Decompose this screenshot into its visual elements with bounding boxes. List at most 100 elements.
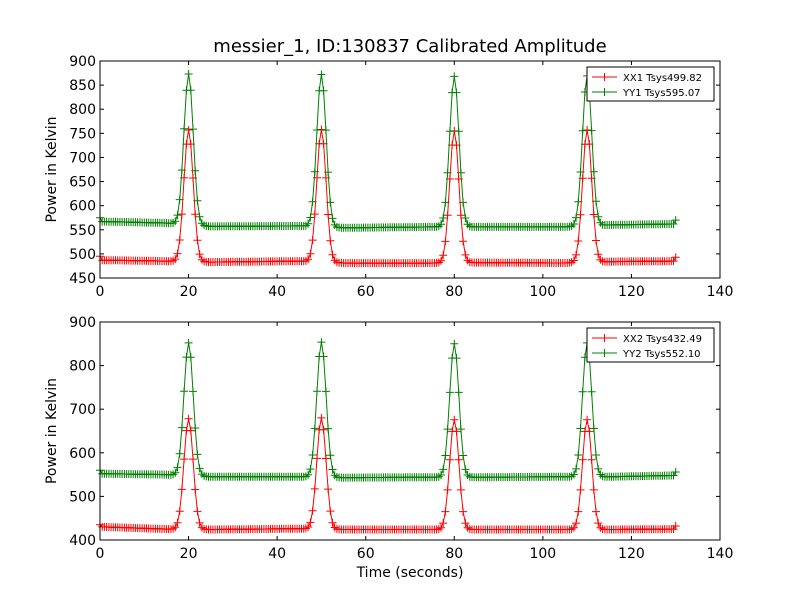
data-point-marker [452, 427, 461, 436]
series-yy-1 [96, 70, 680, 232]
data-point-marker [587, 455, 596, 464]
data-point-marker [306, 518, 315, 527]
data-point-marker [328, 250, 337, 259]
legend-marker [600, 334, 609, 342]
data-point-marker [445, 127, 454, 136]
data-point-marker [437, 220, 445, 229]
data-point-marker [326, 198, 335, 207]
data-point-marker [454, 127, 463, 136]
data-point-marker [459, 237, 468, 246]
series-markers [96, 125, 680, 268]
data-point-marker [441, 198, 450, 207]
data-point-marker [456, 425, 465, 434]
data-point-marker [324, 424, 333, 433]
data-point-marker [437, 523, 445, 532]
y-axis-label: Power in Kelvin [44, 378, 60, 484]
data-point-marker [572, 519, 581, 528]
data-point-marker [195, 518, 204, 527]
data-point-marker [671, 216, 680, 225]
data-point-marker [180, 124, 189, 133]
data-point-marker [189, 125, 197, 134]
data-point-marker [171, 468, 180, 477]
x-tick-label: 120 [618, 546, 645, 562]
data-point-marker [193, 450, 202, 459]
data-point-marker [569, 220, 578, 228]
data-point-marker [443, 168, 452, 177]
y-tick-label: 650 [69, 175, 96, 191]
data-point-marker [452, 88, 461, 97]
bottom-subplot: 0 20 40 60 80 100 120 140 400 500 600 700 800 900 Powe… [44, 315, 733, 562]
x-tick-label: 0 [96, 546, 105, 562]
x-tick-label: 80 [445, 546, 463, 562]
data-point-marker [306, 465, 315, 474]
x-tick-label: 20 [180, 546, 198, 562]
data-point-marker [445, 388, 454, 397]
data-point-marker [592, 236, 600, 245]
data-point-marker [572, 464, 581, 473]
data-point-marker [326, 451, 335, 460]
data-point-marker [592, 451, 600, 459]
data-point-marker [175, 449, 184, 458]
data-point-marker [443, 485, 452, 494]
y-tick-label: 850 [69, 78, 96, 94]
data-point-marker [175, 507, 184, 516]
y-tick-label: 750 [69, 126, 96, 142]
y-tick-label: 900 [69, 315, 96, 331]
legend: XX1 Tsys499.82 YY1 Tsys595.07 [586, 66, 715, 102]
series-markers [96, 413, 680, 534]
data-point-marker [177, 485, 186, 494]
x-tick-label: 140 [707, 284, 734, 300]
data-point-marker [328, 214, 337, 223]
data-point-marker [186, 353, 195, 362]
data-point-marker [459, 198, 468, 207]
data-point-marker [177, 423, 186, 432]
data-point-marker [313, 387, 321, 396]
y-tick-label: 600 [69, 446, 96, 462]
data-point-marker [450, 415, 459, 424]
data-point-marker [594, 519, 603, 528]
data-point-marker [184, 414, 193, 423]
data-point-marker [328, 518, 337, 527]
data-point-marker [319, 425, 328, 434]
legend-entry: YY2 Tsys552.10 [592, 349, 701, 360]
y-tick-label: 500 [69, 489, 96, 505]
data-point-marker [317, 413, 326, 422]
data-point-marker [193, 196, 202, 205]
legend-marker [600, 88, 609, 96]
data-point-marker [441, 237, 450, 246]
x-tick-label: 100 [529, 546, 556, 562]
data-point-marker [445, 455, 454, 464]
y-tick-label: 600 [69, 199, 96, 215]
data-point-marker [173, 249, 182, 258]
x-tick-label: 80 [445, 284, 463, 300]
data-point-marker [592, 197, 600, 206]
data-point-marker [173, 518, 182, 527]
data-point-marker [576, 210, 585, 219]
data-point-marker [171, 523, 180, 532]
data-point-marker [569, 256, 578, 265]
x-tick-label: 120 [618, 284, 645, 300]
data-point-marker [450, 339, 459, 348]
legend: XX2 Tsys432.49 YY2 Tsys552.10 [586, 327, 715, 363]
data-point-marker [191, 424, 200, 432]
top-subplot: 0 20 40 60 80 100 120 140 450 500 550 600 650 700 750 8… [44, 54, 733, 300]
data-point-marker [319, 352, 328, 361]
data-point-marker [594, 212, 603, 221]
data-point-marker [461, 465, 470, 474]
data-point-marker [576, 424, 585, 433]
y-tick-label: 800 [69, 359, 96, 375]
data-point-marker [671, 522, 680, 530]
legend-label: XX2 Tsys432.49 [623, 334, 702, 345]
data-point-marker [189, 387, 197, 396]
data-point-marker [574, 197, 583, 206]
data-point-marker [594, 464, 603, 473]
data-point-marker [177, 210, 186, 219]
data-point-marker [459, 507, 468, 516]
data-point-marker [572, 213, 581, 222]
data-point-marker [321, 454, 330, 463]
axes-frame [99, 60, 721, 279]
legend-box [586, 66, 715, 102]
data-point-marker [180, 455, 189, 464]
data-point-marker [443, 425, 452, 434]
data-point-marker [310, 167, 319, 176]
